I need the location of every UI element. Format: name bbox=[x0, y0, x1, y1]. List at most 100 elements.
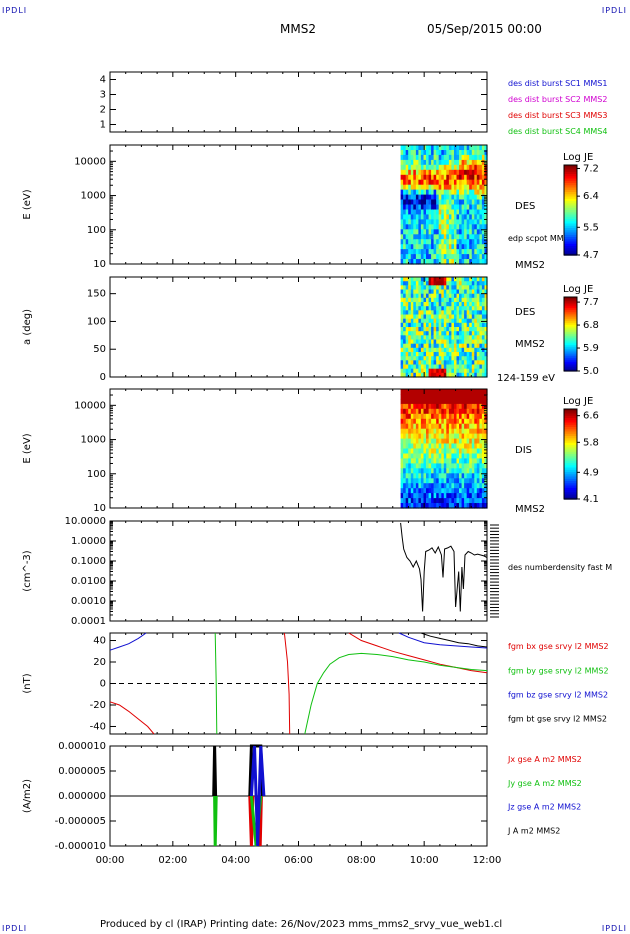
spectrogram-cell bbox=[448, 199, 452, 206]
spectrogram-cell bbox=[466, 413, 470, 420]
spectrogram-cell bbox=[433, 413, 437, 420]
spectrogram-cell bbox=[441, 493, 445, 499]
spectrogram-cell bbox=[469, 347, 473, 353]
spectrogram-cell bbox=[405, 254, 409, 260]
spectrogram-cell bbox=[456, 154, 460, 161]
spectrogram-cell bbox=[469, 493, 473, 499]
spectrogram-cell bbox=[438, 306, 442, 311]
spectrogram-cell bbox=[484, 463, 488, 469]
spectrogram-cell bbox=[405, 244, 409, 250]
spectrogram-cell bbox=[456, 302, 460, 307]
spectrogram-cell bbox=[428, 448, 432, 455]
spectrogram-cell bbox=[405, 488, 409, 494]
spectrogram-cell bbox=[428, 335, 432, 341]
spectrogram-cell bbox=[418, 302, 422, 307]
spectrogram-cell bbox=[433, 493, 437, 499]
spectrogram-cell bbox=[405, 352, 409, 357]
spectrogram-cell bbox=[461, 159, 465, 166]
spectrogram-cell bbox=[484, 199, 488, 206]
spectrogram-cell bbox=[479, 234, 483, 240]
spectrogram-cell bbox=[443, 398, 447, 405]
spectrogram-cell bbox=[431, 339, 435, 345]
spectrogram-cell bbox=[431, 398, 435, 405]
spectrogram-cell bbox=[481, 364, 485, 370]
spectrogram-cell bbox=[454, 159, 458, 166]
spectrogram-cell bbox=[469, 335, 473, 341]
spectrogram-cell bbox=[481, 448, 485, 455]
spectrogram-cell bbox=[441, 204, 445, 211]
spectrogram-cell bbox=[403, 219, 407, 225]
spectrogram-cell bbox=[415, 433, 419, 440]
spectrogram-cell bbox=[418, 154, 422, 161]
spectrogram-cell bbox=[479, 389, 483, 395]
colorbar-swatch bbox=[564, 252, 577, 256]
spectrogram-cell bbox=[466, 194, 470, 201]
spectrogram-cell bbox=[471, 164, 475, 171]
spectrogram-cell bbox=[471, 389, 475, 395]
spectrogram-cell bbox=[456, 249, 460, 255]
spectrogram-cell bbox=[403, 335, 407, 341]
spectrogram-cell bbox=[479, 428, 483, 435]
spectrogram-cell bbox=[415, 418, 419, 425]
spectrogram-cell bbox=[443, 145, 447, 151]
spectrogram-cell bbox=[423, 503, 427, 509]
spectrogram-cell bbox=[459, 498, 463, 504]
spectrogram-cell bbox=[459, 468, 463, 474]
spectrogram-cell bbox=[446, 339, 450, 345]
spectrogram-cell bbox=[451, 394, 455, 400]
spectrogram-cell bbox=[420, 229, 424, 235]
spectrogram-cell bbox=[484, 394, 488, 400]
spectrogram-cell bbox=[415, 493, 419, 499]
spectrogram-cell bbox=[466, 314, 470, 320]
colorbar-swatch bbox=[564, 243, 577, 247]
colorbar-swatch bbox=[564, 313, 577, 317]
spectrogram-cell bbox=[433, 229, 437, 235]
spectrogram-cell bbox=[438, 478, 442, 484]
spectrogram-cell bbox=[413, 277, 417, 282]
spectrogram-cell bbox=[423, 239, 427, 245]
spectrogram-cell bbox=[415, 194, 419, 201]
legend-entry: des dist burst SC1 MMS1 bbox=[508, 79, 607, 88]
spectrogram-cell bbox=[436, 478, 440, 484]
spectrogram-cell bbox=[423, 398, 427, 405]
spectrogram-cell bbox=[448, 352, 452, 357]
spectrogram-cell bbox=[418, 408, 422, 415]
spectrogram-cell bbox=[481, 254, 485, 260]
spectrogram-cell bbox=[400, 281, 404, 286]
spectrogram-cell bbox=[479, 229, 483, 235]
spectrogram-cell bbox=[456, 318, 460, 324]
spectrogram-cell bbox=[456, 503, 460, 509]
spectrogram-cell bbox=[484, 483, 488, 489]
spectrogram-cell bbox=[415, 214, 419, 220]
spectrogram-cell bbox=[464, 343, 468, 349]
spectrogram-cell bbox=[484, 174, 488, 181]
spectrogram-cell bbox=[484, 428, 488, 435]
spectrogram-cell bbox=[413, 453, 417, 460]
spectrogram-cell bbox=[410, 310, 414, 316]
spectrogram-cell bbox=[418, 327, 422, 332]
spectrogram-cell bbox=[471, 314, 475, 320]
spectrogram-cell bbox=[479, 438, 483, 445]
spectrogram-cell bbox=[431, 154, 435, 161]
spectrogram-cell bbox=[443, 214, 447, 220]
spectrogram-cell bbox=[474, 364, 478, 370]
spectrogram-cell bbox=[456, 335, 460, 341]
spectrogram-cell bbox=[441, 389, 445, 395]
spectrogram-cell bbox=[436, 209, 440, 216]
spectrogram-cell bbox=[410, 289, 414, 295]
spectrogram-cell bbox=[433, 448, 437, 455]
y-axis-label: (nT) bbox=[22, 673, 33, 693]
spectrogram-cell bbox=[423, 433, 427, 440]
spectrogram-cell bbox=[476, 145, 480, 151]
spectrogram-cell bbox=[448, 372, 452, 378]
spectrogram-cell bbox=[441, 408, 445, 415]
spectrogram-cell bbox=[446, 398, 450, 405]
spectrogram-cell bbox=[471, 239, 475, 245]
spectrogram-cell bbox=[448, 331, 452, 336]
spectrogram-cell bbox=[413, 164, 417, 171]
spectrogram-cell bbox=[456, 327, 460, 332]
spectrogram-cell bbox=[448, 302, 452, 307]
spectrogram-cell bbox=[466, 428, 470, 435]
spectrogram-cell bbox=[443, 234, 447, 240]
